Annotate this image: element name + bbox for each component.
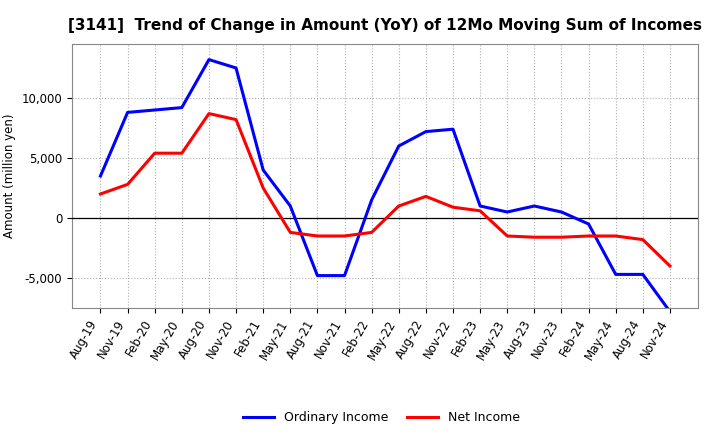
Ordinary Income	[367, 198, 376, 203]
Net Income	[557, 235, 566, 240]
Net Income	[259, 185, 268, 191]
Ordinary Income	[584, 221, 593, 227]
Net Income	[584, 233, 593, 238]
Net Income	[123, 182, 132, 187]
Net Income	[341, 233, 349, 238]
Net Income	[367, 230, 376, 235]
Ordinary Income	[476, 203, 485, 209]
Net Income	[611, 233, 620, 238]
Net Income	[503, 233, 511, 238]
Net Income	[313, 233, 322, 238]
Net Income	[639, 237, 647, 242]
Net Income	[476, 208, 485, 213]
Ordinary Income	[178, 105, 186, 110]
Title: [3141]  Trend of Change in Amount (YoY) of 12Mo Moving Sum of Incomes: [3141] Trend of Change in Amount (YoY) o…	[68, 18, 702, 33]
Net Income	[449, 205, 457, 210]
Ordinary Income	[395, 143, 403, 149]
Net Income	[150, 150, 159, 156]
Ordinary Income	[232, 66, 240, 71]
Ordinary Income	[286, 203, 294, 209]
Net Income	[178, 150, 186, 156]
Ordinary Income	[665, 309, 674, 314]
Line: Net Income: Net Income	[101, 114, 670, 266]
Ordinary Income	[259, 167, 268, 172]
Net Income	[232, 117, 240, 122]
Ordinary Income	[530, 203, 539, 209]
Ordinary Income	[557, 209, 566, 215]
Net Income	[96, 191, 105, 197]
Ordinary Income	[204, 57, 213, 62]
Net Income	[530, 235, 539, 240]
Ordinary Income	[503, 209, 511, 215]
Ordinary Income	[150, 107, 159, 113]
Net Income	[421, 194, 430, 199]
Ordinary Income	[421, 129, 430, 134]
Y-axis label: Amount (million yen): Amount (million yen)	[3, 114, 16, 238]
Legend: Ordinary Income, Net Income: Ordinary Income, Net Income	[238, 407, 526, 429]
Ordinary Income	[313, 273, 322, 278]
Net Income	[204, 111, 213, 116]
Ordinary Income	[123, 110, 132, 115]
Net Income	[665, 264, 674, 269]
Ordinary Income	[449, 127, 457, 132]
Ordinary Income	[611, 272, 620, 277]
Ordinary Income	[639, 272, 647, 277]
Net Income	[286, 230, 294, 235]
Ordinary Income	[341, 273, 349, 278]
Net Income	[395, 203, 403, 209]
Line: Ordinary Income: Ordinary Income	[101, 59, 670, 312]
Ordinary Income	[96, 173, 105, 179]
